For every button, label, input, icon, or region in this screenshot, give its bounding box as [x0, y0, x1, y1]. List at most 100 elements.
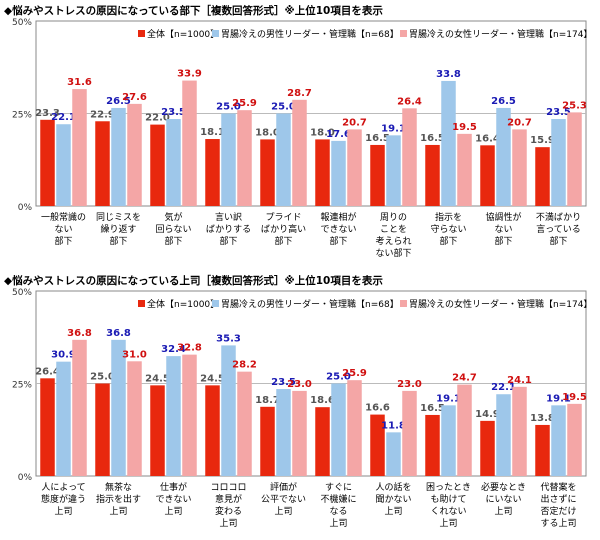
category-label: も助けて: [430, 493, 466, 505]
legend-label: 胃腸冷えの女性リーダー・管理職【n=174】: [409, 28, 592, 40]
category-label: 一般常識の: [41, 211, 86, 223]
data-label: 19.1: [381, 123, 406, 134]
category-label: 気が: [164, 211, 182, 223]
legend-swatch: [400, 30, 407, 37]
bar: [237, 110, 252, 206]
bar: [260, 139, 275, 206]
bar: [480, 420, 495, 476]
bar: [496, 394, 511, 476]
bar: [441, 405, 456, 476]
chart-subordinates: 50% 25% 0% 全体【n=1000】 胃腸冷えの男性リーダー・管理職【n=68】胃…: [12, 18, 592, 259]
data-label: 31.6: [67, 77, 92, 88]
legend-swatch: [138, 30, 145, 37]
chart-title-bosses: ◆悩みやストレスの原因になっている上司［複数回答形式］※上位10項目を表示: [4, 275, 383, 287]
bar: [260, 406, 275, 476]
category-label: 変わる: [215, 505, 242, 517]
data-label: 19.1: [546, 393, 571, 404]
data-label: 32.4: [161, 344, 186, 355]
y-tick-label: 25%: [12, 111, 32, 121]
category-label: 上司: [384, 506, 402, 517]
data-label: 26.5: [491, 96, 516, 107]
data-label: 22.1: [51, 112, 76, 123]
bar: [496, 107, 511, 206]
data-label: 26.5: [106, 96, 131, 107]
bar: [150, 124, 165, 206]
bar: [402, 390, 417, 476]
category-label: する上司: [540, 518, 576, 529]
data-label: 32.8: [177, 343, 202, 354]
data-label: 17.6: [326, 129, 351, 140]
data-label: 24.5: [145, 373, 170, 384]
data-label: 25.9: [342, 368, 367, 379]
legend-label: 胃腸冷えの男性リーダー・管理職【n=68】: [221, 298, 399, 310]
bar: [315, 407, 330, 476]
category-label: 繰り返す: [100, 223, 136, 235]
data-label: 25.0: [216, 102, 241, 113]
data-label: 19.5: [452, 122, 477, 133]
data-label: 28.2: [232, 360, 257, 371]
bar: [205, 139, 220, 206]
data-label: 22.0: [145, 113, 170, 124]
data-label: 23.0: [397, 379, 422, 390]
bar: [567, 112, 582, 206]
category-label: 部下: [439, 235, 457, 247]
data-label: 26.4: [35, 366, 60, 377]
y-tick-label: 50%: [12, 18, 32, 28]
data-label: 35.3: [216, 333, 241, 344]
data-label: 16.5: [420, 133, 445, 144]
bar: [425, 414, 440, 476]
bar: [95, 121, 110, 206]
bar: [370, 414, 385, 476]
bar: [441, 80, 456, 206]
legend-swatch: [212, 300, 219, 307]
category-label: 上司: [494, 506, 512, 517]
y-tick-label: 0%: [18, 473, 33, 483]
category-label: 部下: [494, 235, 512, 247]
bar: [111, 339, 126, 476]
legend: 全体【n=1000】 胃腸冷えの男性リーダー・管理職【n=68】 胃腸冷えの女性リー…: [138, 298, 592, 310]
category-label: 評価が: [270, 481, 297, 493]
category-label: ばかりする: [206, 224, 251, 235]
bar: [347, 380, 362, 476]
category-label: 指示を: [435, 211, 462, 223]
bar: [182, 354, 197, 476]
category-label: 上司: [54, 506, 72, 517]
chart-bosses: 50% 25% 0% 全体【n=1000】 胃腸冷えの男性リーダー・管理職【n=68】胃…: [12, 288, 592, 529]
data-label: 23.3: [35, 108, 60, 119]
category-label: 上司: [329, 518, 347, 529]
data-label: 16.5: [420, 403, 445, 414]
bar: [276, 389, 291, 476]
category-label: 部下: [54, 235, 72, 247]
category-label: 態度が違う: [41, 493, 86, 505]
y-tick-label: 25%: [12, 381, 32, 391]
data-label: 24.1: [507, 375, 532, 386]
bar: [56, 361, 71, 476]
data-label: 18.7: [255, 395, 280, 406]
bar: [72, 89, 87, 206]
y-tick-label: 50%: [12, 288, 32, 298]
data-label: 19.5: [562, 392, 587, 403]
data-label: 16.4: [475, 133, 500, 144]
category-label: すぐに: [325, 482, 352, 493]
category-label: 部下: [219, 235, 237, 247]
bar: [150, 385, 165, 476]
category-label: 否定だけ: [540, 505, 576, 517]
data-label: 14.9: [475, 409, 500, 420]
data-label: 16.5: [365, 133, 390, 144]
bar: [95, 383, 110, 476]
category-label: 人の話を: [375, 481, 411, 493]
data-label: 20.7: [507, 117, 532, 128]
data-label: 28.7: [287, 88, 312, 99]
bar: [292, 390, 307, 476]
data-label: 33.9: [177, 69, 202, 80]
bar: [111, 107, 126, 206]
data-label: 22.1: [491, 382, 516, 393]
bar: [370, 144, 385, 206]
category-label: なる: [329, 506, 347, 517]
bar: [166, 119, 181, 206]
bar: [331, 383, 346, 476]
data-label: 25.0: [326, 372, 351, 383]
data-label: 30.9: [51, 350, 76, 361]
data-label: 15.9: [530, 135, 555, 146]
category-label: 考えられ: [375, 236, 411, 247]
